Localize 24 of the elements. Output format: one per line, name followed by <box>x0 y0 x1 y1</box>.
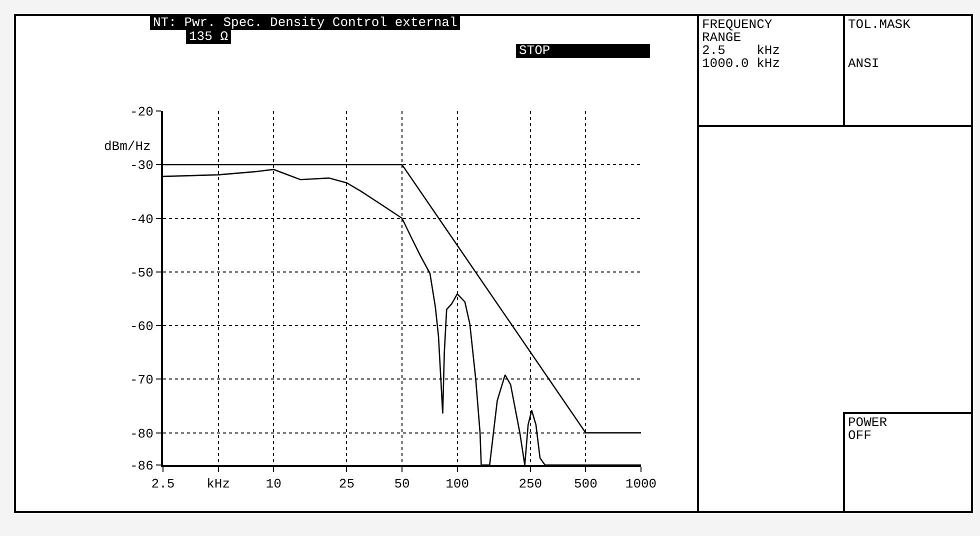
x-tick-label: 50 <box>394 476 410 492</box>
y-tick-label: -86 <box>130 458 154 474</box>
chart-title: NT: Pwr. Spec. Density Control external <box>150 15 460 30</box>
x-tick-label: 10 <box>266 476 282 492</box>
y-tick-label: -70 <box>130 372 154 388</box>
x-tick-label: 250 <box>518 476 542 492</box>
x-tick-label: 25 <box>338 476 355 492</box>
y-tick-label: -20 <box>130 104 154 120</box>
text: 135 Ω <box>186 29 232 44</box>
y-tick-label: -40 <box>130 212 154 227</box>
y-tick-label: -30 <box>130 158 154 174</box>
y-tick-label: -80 <box>130 426 154 442</box>
text: STOP <box>516 43 650 58</box>
x-tick-label: kHz <box>206 476 230 492</box>
x-tick-label: 100 <box>446 476 470 492</box>
y-tick-label: -60 <box>130 319 154 334</box>
y-tick-label: -50 <box>130 265 154 280</box>
x-tick-label: 2.5 <box>151 476 175 492</box>
x-tick-label: 500 <box>574 476 598 492</box>
text: FREQUENCY RANGE 2.5 kHz 1000.0 kHz <box>697 14 845 127</box>
text: POWER OFF <box>843 412 973 513</box>
x-tick-label: 1000 <box>625 476 657 492</box>
y-axis-title: dBm/Hz <box>104 139 151 154</box>
text: TOL.MASK ANSI <box>848 17 910 71</box>
